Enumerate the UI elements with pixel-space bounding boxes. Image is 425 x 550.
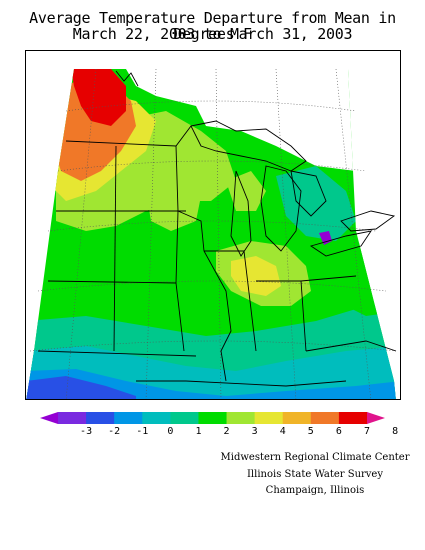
legend-swatch: [226, 412, 256, 424]
legend-swatch: [254, 412, 284, 424]
legend-swatch: [282, 412, 312, 424]
legend-swatch: [310, 412, 340, 424]
color-scale-legend: -3 -2 -1 0 1 2 3 4 5 6 7 8: [40, 410, 398, 442]
credit-organization: Midwestern Regional Climate Center: [220, 452, 410, 463]
credit-location: Champaign, Illinois: [265, 485, 365, 496]
legend-tick-label: 3: [251, 426, 258, 437]
legend-swatch: [198, 412, 228, 424]
legend-tick-label: 5: [307, 426, 314, 437]
legend-tick-label: -1: [136, 426, 149, 437]
legend-tick-label: -3: [80, 426, 93, 437]
temperature-departure-map: [25, 50, 401, 400]
legend-tick-label: 2: [223, 426, 230, 437]
map-graphic: [26, 51, 400, 399]
legend-tick-label: 0: [167, 426, 174, 437]
legend-arrow-low: [40, 412, 58, 424]
credit-survey: Illinois State Water Survey: [246, 469, 383, 480]
legend-swatch: [86, 412, 115, 424]
state-boundaries: [37, 125, 397, 387]
legend-tick-label: 4: [279, 426, 286, 437]
legend-arrow-high: [367, 412, 385, 424]
map-date-range: March 22, 2003 to March 31, 2003: [72, 25, 353, 43]
shaded-field: [26, 69, 396, 399]
color-scale-bar: [40, 412, 385, 424]
legend-tick-label: 8: [392, 426, 399, 437]
legend-tick-label: 6: [335, 426, 342, 437]
legend-swatch: [170, 412, 199, 424]
map-title: Average Temperature Departure from Mean …: [29, 9, 396, 43]
legend-swatch: [58, 412, 87, 424]
legend-swatch: [338, 412, 368, 424]
graticule: [29, 68, 397, 399]
lake-outlines: [115, 70, 396, 257]
legend-swatch: [142, 412, 171, 424]
legend-tick-label: 7: [363, 426, 371, 437]
legend-tick-label: -2: [108, 426, 121, 437]
legend-tick-label: 1: [195, 426, 202, 437]
legend-swatch: [114, 412, 143, 424]
